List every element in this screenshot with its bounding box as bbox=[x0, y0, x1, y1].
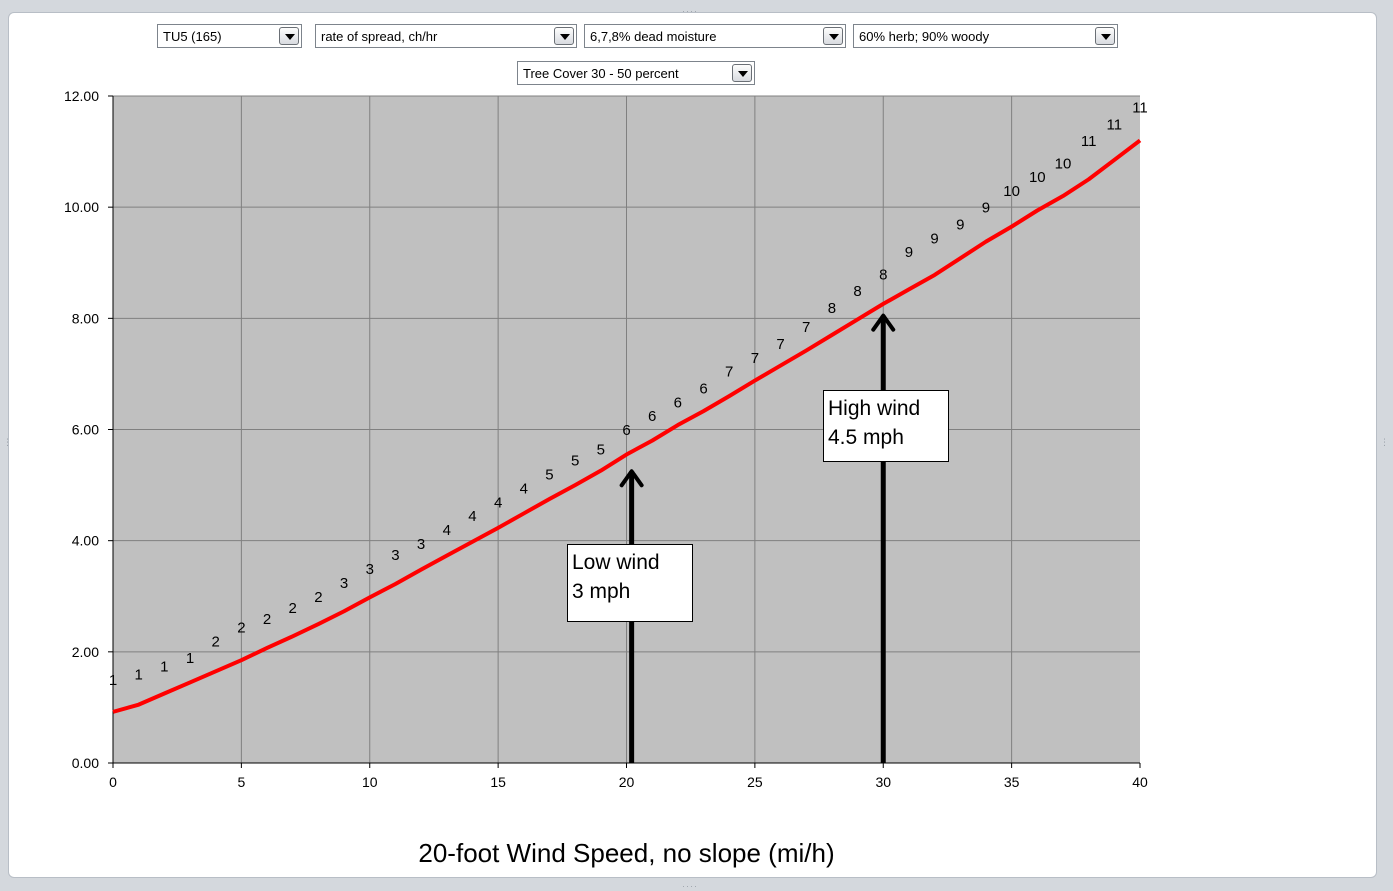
arrow-head-icon bbox=[871, 313, 896, 332]
y-tick-labels: 0.00 2.00 4.00 6.00 8.00 10.00 12.00 bbox=[64, 88, 99, 771]
point-label: 2 bbox=[314, 589, 322, 606]
point-label: 6 bbox=[648, 408, 656, 425]
high-wind-callout: High wind 4.5 mph bbox=[823, 390, 949, 462]
point-label: 1 bbox=[160, 658, 168, 675]
point-label: 5 bbox=[597, 442, 605, 459]
point-label: 3 bbox=[340, 575, 348, 592]
point-label: 10 bbox=[1003, 183, 1020, 200]
x-tick-label: 20 bbox=[619, 774, 635, 790]
point-label: 1 bbox=[186, 650, 194, 667]
point-label: 2 bbox=[237, 619, 245, 636]
y-tick-label: 4.00 bbox=[72, 533, 99, 549]
point-label: 8 bbox=[879, 266, 887, 283]
output-variable-value: rate of spread, ch/hr bbox=[321, 29, 438, 44]
fuel-model-dropdown[interactable]: TU5 (165) bbox=[157, 24, 302, 48]
y-tick-label: 10.00 bbox=[64, 199, 99, 215]
point-label: 7 bbox=[725, 364, 733, 381]
point-label: 3 bbox=[391, 547, 399, 564]
point-label: 9 bbox=[930, 230, 938, 247]
point-label: 5 bbox=[571, 453, 579, 470]
point-label: 7 bbox=[751, 350, 759, 367]
dead-moisture-dropdown[interactable]: 6,7,8% dead moisture bbox=[584, 24, 846, 48]
high-wind-value: 4.5 mph bbox=[828, 426, 904, 449]
point-label: 6 bbox=[674, 394, 682, 411]
point-label: 5 bbox=[545, 467, 553, 484]
point-label: 9 bbox=[956, 216, 964, 233]
top-resize-grip[interactable]: ···· bbox=[682, 6, 698, 16]
point-label: 2 bbox=[263, 611, 271, 628]
series-line bbox=[112, 138, 1142, 714]
point-label: 8 bbox=[853, 283, 861, 300]
tree-cover-value: Tree Cover 30 - 50 percent bbox=[523, 66, 679, 81]
arrow-head-icon bbox=[619, 469, 644, 488]
x-tick-labels: 0 5 10 15 20 25 30 35 40 bbox=[109, 774, 1148, 790]
x-tick-label: 5 bbox=[237, 774, 245, 790]
high-wind-label: High wind bbox=[828, 397, 921, 420]
point-label: 7 bbox=[776, 336, 784, 353]
bottom-resize-grip[interactable]: ···· bbox=[682, 881, 698, 891]
x-tick-label: 30 bbox=[875, 774, 891, 790]
low-wind-value: 3 mph bbox=[572, 580, 631, 603]
dropdown-arrow-icon[interactable] bbox=[823, 27, 843, 45]
dropdown-arrow-icon[interactable] bbox=[732, 64, 752, 82]
point-label: 9 bbox=[905, 244, 913, 261]
point-label: 8 bbox=[828, 300, 836, 317]
x-tick-label: 35 bbox=[1004, 774, 1020, 790]
low-wind-label: Low wind bbox=[572, 551, 660, 574]
point-label: 9 bbox=[982, 200, 990, 217]
point-label: 3 bbox=[366, 561, 374, 578]
tree-cover-dropdown[interactable]: Tree Cover 30 - 50 percent bbox=[517, 61, 755, 85]
y-tick-label: 2.00 bbox=[72, 644, 99, 660]
point-label: 10 bbox=[1055, 155, 1072, 172]
x-tick-label: 40 bbox=[1132, 774, 1148, 790]
dead-moisture-value: 6,7,8% dead moisture bbox=[590, 29, 717, 44]
y-tick-label: 0.00 bbox=[72, 755, 99, 771]
point-labels: 1 1 1 122 2223333444455566667777888999910101… bbox=[109, 100, 1148, 690]
x-tick-label: 25 bbox=[747, 774, 763, 790]
point-label: 1 bbox=[135, 667, 143, 684]
fuel-model-value: TU5 (165) bbox=[163, 29, 222, 44]
dropdown-arrow-icon[interactable] bbox=[279, 27, 299, 45]
dropdown-arrow-icon[interactable] bbox=[1095, 27, 1115, 45]
point-label: 4 bbox=[443, 522, 451, 539]
dropdown-arrow-icon[interactable] bbox=[554, 27, 574, 45]
point-label: 4 bbox=[494, 494, 502, 511]
point-label: 10 bbox=[1029, 169, 1046, 186]
x-axis-title: 20-foot Wind Speed, no slope (mi/h) bbox=[418, 838, 835, 868]
point-label: 7 bbox=[802, 319, 810, 336]
point-label: 4 bbox=[520, 480, 528, 497]
x-tick-label: 15 bbox=[490, 774, 506, 790]
point-label: 2 bbox=[289, 600, 297, 617]
point-label: 4 bbox=[468, 508, 476, 525]
y-tick-label: 6.00 bbox=[72, 422, 99, 438]
y-tick-label: 12.00 bbox=[64, 88, 99, 104]
point-label: 3 bbox=[417, 536, 425, 553]
x-tick-label: 0 bbox=[109, 774, 117, 790]
axes bbox=[108, 95, 1141, 768]
point-label: 11 bbox=[1107, 116, 1123, 133]
point-label: 6 bbox=[699, 380, 707, 397]
point-label: 11 bbox=[1132, 100, 1148, 117]
point-label: 1 bbox=[109, 672, 117, 689]
point-label: 11 bbox=[1081, 133, 1097, 150]
live-moisture-value: 60% herb; 90% woody bbox=[859, 29, 990, 44]
low-wind-callout: Low wind 3 mph bbox=[567, 544, 693, 622]
point-label: 2 bbox=[212, 633, 220, 650]
live-moisture-dropdown[interactable]: 60% herb; 90% woody bbox=[853, 24, 1118, 48]
output-variable-dropdown[interactable]: rate of spread, ch/hr bbox=[315, 24, 577, 48]
point-label: 6 bbox=[622, 422, 630, 439]
y-tick-label: 8.00 bbox=[72, 310, 99, 326]
x-tick-label: 10 bbox=[362, 774, 378, 790]
